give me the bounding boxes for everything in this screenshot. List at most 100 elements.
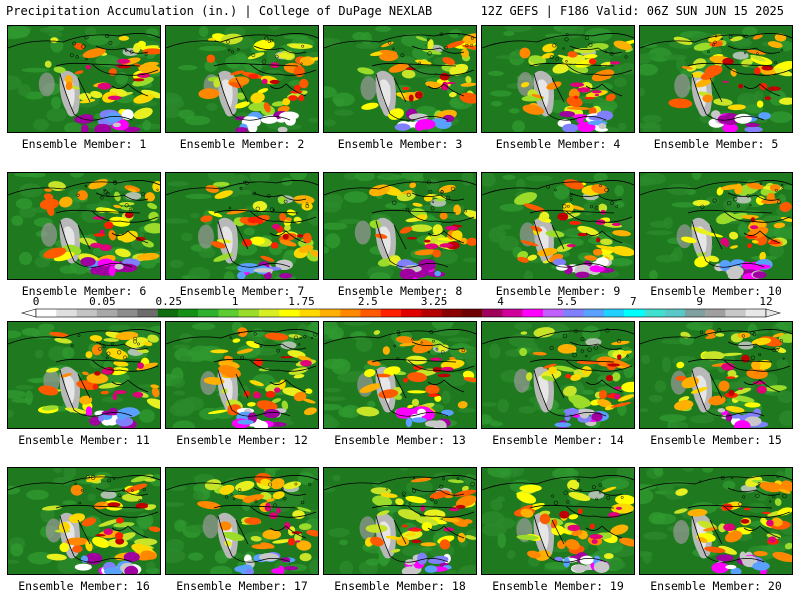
colorbar-tick-label: 12	[759, 295, 773, 308]
ensemble-map-panel	[639, 467, 793, 575]
ensemble-map-panel	[481, 25, 635, 133]
colorbar-segment	[502, 309, 523, 317]
precip-map	[482, 173, 634, 279]
precip-map	[482, 468, 634, 574]
ensemble-member-label: Ensemble Member: 1	[21, 137, 147, 151]
ensemble-map-panel	[639, 172, 793, 280]
precip-map	[166, 26, 318, 132]
precip-map	[8, 468, 160, 574]
colorbar-segment	[603, 309, 625, 317]
colorbar-tick-label: 0.05	[89, 295, 116, 308]
colorbar-arrow-right	[765, 308, 782, 318]
precip-map	[166, 173, 318, 279]
ensemble-member-label: Ensemble Member: 8	[337, 284, 463, 298]
ensemble-map-panel	[323, 25, 477, 133]
ensemble-member-label: Ensemble Member: 9	[495, 284, 621, 298]
colorbar-segment	[340, 309, 361, 317]
ensemble-map-panel	[639, 25, 793, 133]
colorbar: 0 0.05 0.25 1 1.75 2.5 3.25 4 5.5 7 9 12	[0, 296, 800, 320]
precip-map	[640, 468, 792, 574]
ensemble-map-panel	[165, 172, 319, 280]
colorbar-segment	[76, 309, 98, 317]
ensemble-map-panel	[481, 321, 635, 429]
colorbar-tick-label: 2.5	[357, 295, 378, 308]
colorbar-segment	[218, 309, 239, 317]
ensemble-member-label: Ensemble Member: 14	[492, 433, 624, 447]
ensemble-member-label: Ensemble Member: 15	[650, 433, 782, 447]
colorbar-segment	[279, 309, 300, 317]
ensemble-map-panel	[323, 467, 477, 575]
colorbar-segment	[644, 309, 665, 317]
colorbar-segment	[157, 309, 179, 317]
colorbar-segment	[705, 309, 726, 317]
colorbar-segment	[319, 309, 341, 317]
colorbar-tick-label: 9	[696, 295, 703, 308]
colorbar-tick-label: 7	[629, 295, 637, 308]
ensemble-map-panel	[7, 25, 161, 133]
colorbar-tick-label: 0	[32, 295, 40, 308]
precip-map	[166, 322, 318, 428]
ensemble-member-label: Ensemble Member: 7	[179, 284, 305, 298]
colorbar-segment	[542, 309, 564, 317]
page-title: Precipitation Accumulation (in.) | Colle…	[6, 4, 433, 18]
precip-map	[8, 26, 160, 132]
precip-map	[640, 322, 792, 428]
colorbar-segment	[401, 309, 422, 317]
ensemble-member-label: Ensemble Member: 5	[653, 137, 779, 151]
ensemble-member-label: Ensemble Member: 3	[337, 137, 463, 151]
precip-map	[324, 26, 476, 132]
colorbar-segment	[522, 309, 544, 317]
colorbar-tick-label: 5.5	[556, 295, 577, 308]
ensemble-member-label: Ensemble Member: 11	[18, 433, 150, 447]
colorbar-segment	[56, 309, 77, 317]
colorbar-segment	[664, 309, 686, 317]
precip-map	[324, 322, 476, 428]
ensemble-map-panel	[7, 467, 161, 575]
colorbar-tick-label: 3.25	[420, 295, 448, 308]
precip-map	[482, 26, 634, 132]
colorbar-segment	[360, 309, 381, 317]
colorbar-scale	[20, 308, 782, 318]
colorbar-tick-label: 4	[497, 295, 504, 308]
precip-map	[324, 173, 476, 279]
colorbar-segment	[137, 309, 158, 317]
precip-map	[482, 322, 634, 428]
colorbar-segment	[482, 309, 503, 317]
colorbar-segment	[96, 309, 118, 317]
colorbar-tick-label: 1.75	[288, 295, 315, 308]
colorbar-segment	[461, 309, 483, 317]
colorbar-arrow-left	[20, 308, 37, 318]
colorbar-segment	[177, 309, 199, 317]
colorbar-segment	[299, 309, 321, 317]
ensemble-member-label: Ensemble Member: 6	[21, 284, 147, 298]
colorbar-tick-label: 1	[231, 295, 239, 308]
ensemble-member-label: Ensemble Member: 16	[18, 579, 150, 593]
precip-map	[8, 173, 160, 279]
ensemble-member-label: Ensemble Member: 17	[176, 579, 308, 593]
ensemble-map-panel	[639, 321, 793, 429]
colorbar-segment	[441, 309, 463, 317]
colorbar-segment	[563, 309, 584, 317]
colorbar-segment	[259, 309, 280, 317]
ensemble-map-panel	[323, 172, 477, 280]
colorbar-segment	[198, 309, 219, 317]
ensemble-member-label: Ensemble Member: 10	[650, 284, 782, 298]
ensemble-map-panel	[481, 172, 635, 280]
ensemble-map-panel	[7, 172, 161, 280]
ensemble-map-panel	[323, 321, 477, 429]
ensemble-member-label: Ensemble Member: 20	[650, 579, 782, 593]
colorbar-segment	[421, 309, 442, 317]
ensemble-member-label: Ensemble Member: 19	[492, 579, 624, 593]
run-info: 12Z GEFS | F186 Valid: 06Z SUN JUN 15 20…	[480, 4, 784, 18]
ensemble-member-label: Ensemble Member: 2	[179, 137, 305, 151]
precip-map	[324, 468, 476, 574]
ensemble-map-panel	[165, 321, 319, 429]
colorbar-segment	[238, 309, 260, 317]
colorbar-segment	[380, 309, 402, 317]
colorbar-segment	[684, 309, 706, 317]
colorbar-segment	[745, 309, 767, 317]
ensemble-member-label: Ensemble Member: 12	[176, 433, 308, 447]
precip-map	[640, 26, 792, 132]
colorbar-tick-label: 0.25	[155, 295, 182, 308]
